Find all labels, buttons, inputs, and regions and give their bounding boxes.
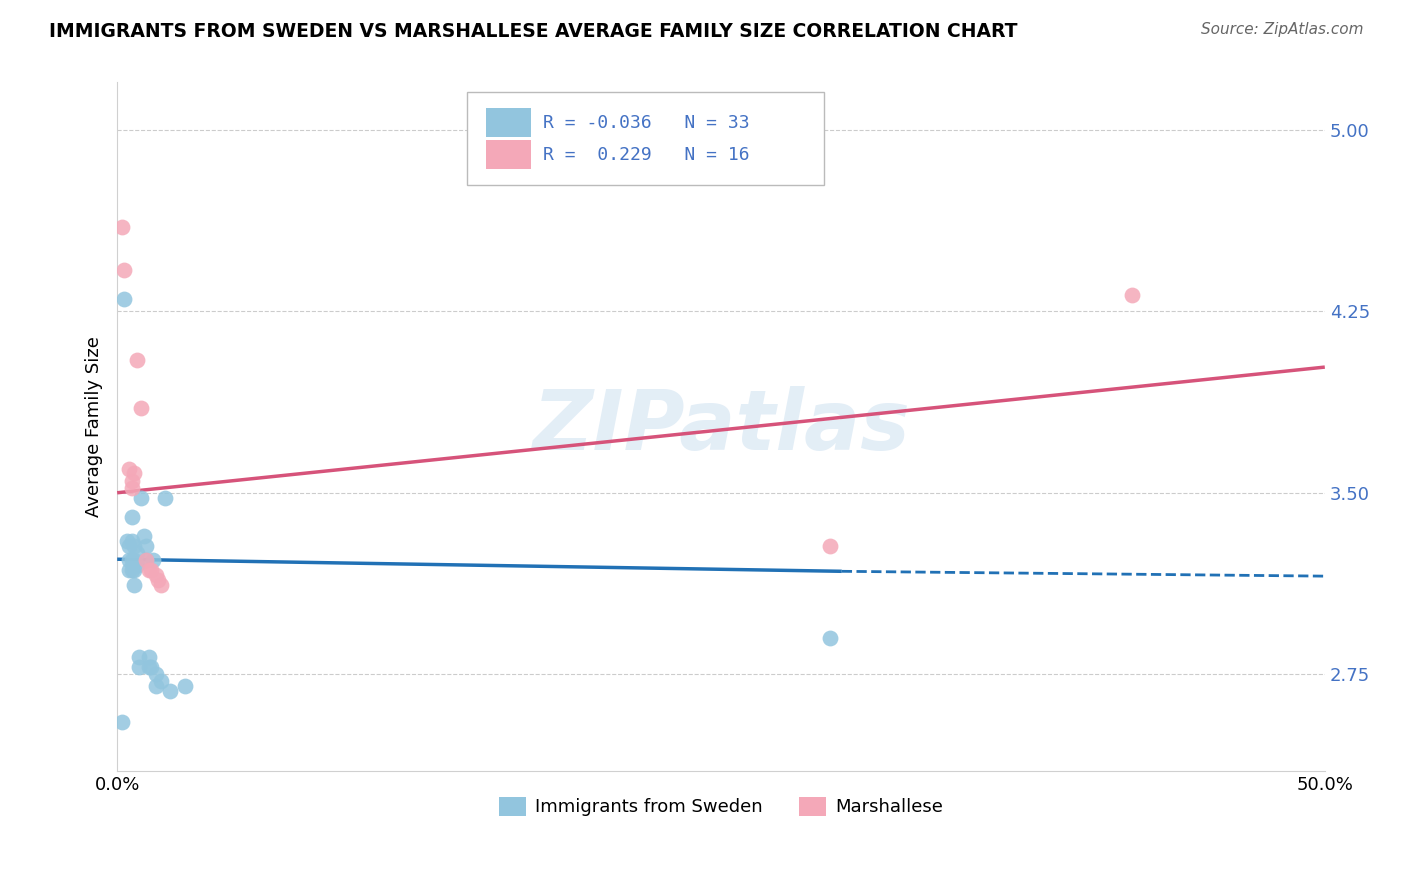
Point <box>159 684 181 698</box>
Point <box>149 577 172 591</box>
Point <box>122 539 145 553</box>
Legend: Immigrants from Sweden, Marshallese: Immigrants from Sweden, Marshallese <box>492 789 950 823</box>
Point <box>145 667 167 681</box>
Point <box>111 219 134 234</box>
Point <box>114 263 136 277</box>
Point <box>125 352 148 367</box>
Point <box>121 534 143 549</box>
Point <box>118 539 141 553</box>
Point <box>135 539 157 553</box>
Point <box>818 631 841 645</box>
Point <box>155 491 177 505</box>
Point <box>115 534 138 549</box>
Point <box>122 577 145 591</box>
Text: R = -0.036   N = 33: R = -0.036 N = 33 <box>544 113 749 131</box>
Point <box>125 546 148 560</box>
Point <box>128 650 150 665</box>
Point <box>142 553 165 567</box>
Text: IMMIGRANTS FROM SWEDEN VS MARSHALLESE AVERAGE FAMILY SIZE CORRELATION CHART: IMMIGRANTS FROM SWEDEN VS MARSHALLESE AV… <box>49 22 1018 41</box>
Point <box>122 563 145 577</box>
Point <box>128 659 150 673</box>
Point <box>118 461 141 475</box>
Point <box>139 563 162 577</box>
Point <box>121 563 143 577</box>
Point <box>818 539 841 553</box>
Point <box>131 491 153 505</box>
Point <box>125 558 148 573</box>
Point <box>138 650 160 665</box>
Point <box>118 563 141 577</box>
Text: ZIPatlas: ZIPatlas <box>531 386 910 467</box>
Point <box>145 568 167 582</box>
FancyBboxPatch shape <box>485 140 531 169</box>
Point <box>121 481 143 495</box>
Text: Source: ZipAtlas.com: Source: ZipAtlas.com <box>1201 22 1364 37</box>
Point <box>121 553 143 567</box>
Point <box>145 679 167 693</box>
Point <box>121 474 143 488</box>
Point <box>138 659 160 673</box>
FancyBboxPatch shape <box>467 92 824 186</box>
Point <box>1121 287 1143 301</box>
Point <box>149 674 172 689</box>
Point <box>114 293 136 307</box>
Point <box>122 467 145 481</box>
Text: R =  0.229   N = 16: R = 0.229 N = 16 <box>544 146 749 164</box>
Point <box>135 553 157 567</box>
Point <box>122 553 145 567</box>
Point <box>139 659 162 673</box>
Point <box>173 679 195 693</box>
FancyBboxPatch shape <box>485 108 531 137</box>
Point <box>118 553 141 567</box>
Point <box>132 529 155 543</box>
Point <box>121 510 143 524</box>
Point <box>138 563 160 577</box>
Point <box>148 573 170 587</box>
Y-axis label: Average Family Size: Average Family Size <box>86 336 103 516</box>
Point <box>135 553 157 567</box>
Point <box>131 401 153 416</box>
Point <box>111 715 134 730</box>
